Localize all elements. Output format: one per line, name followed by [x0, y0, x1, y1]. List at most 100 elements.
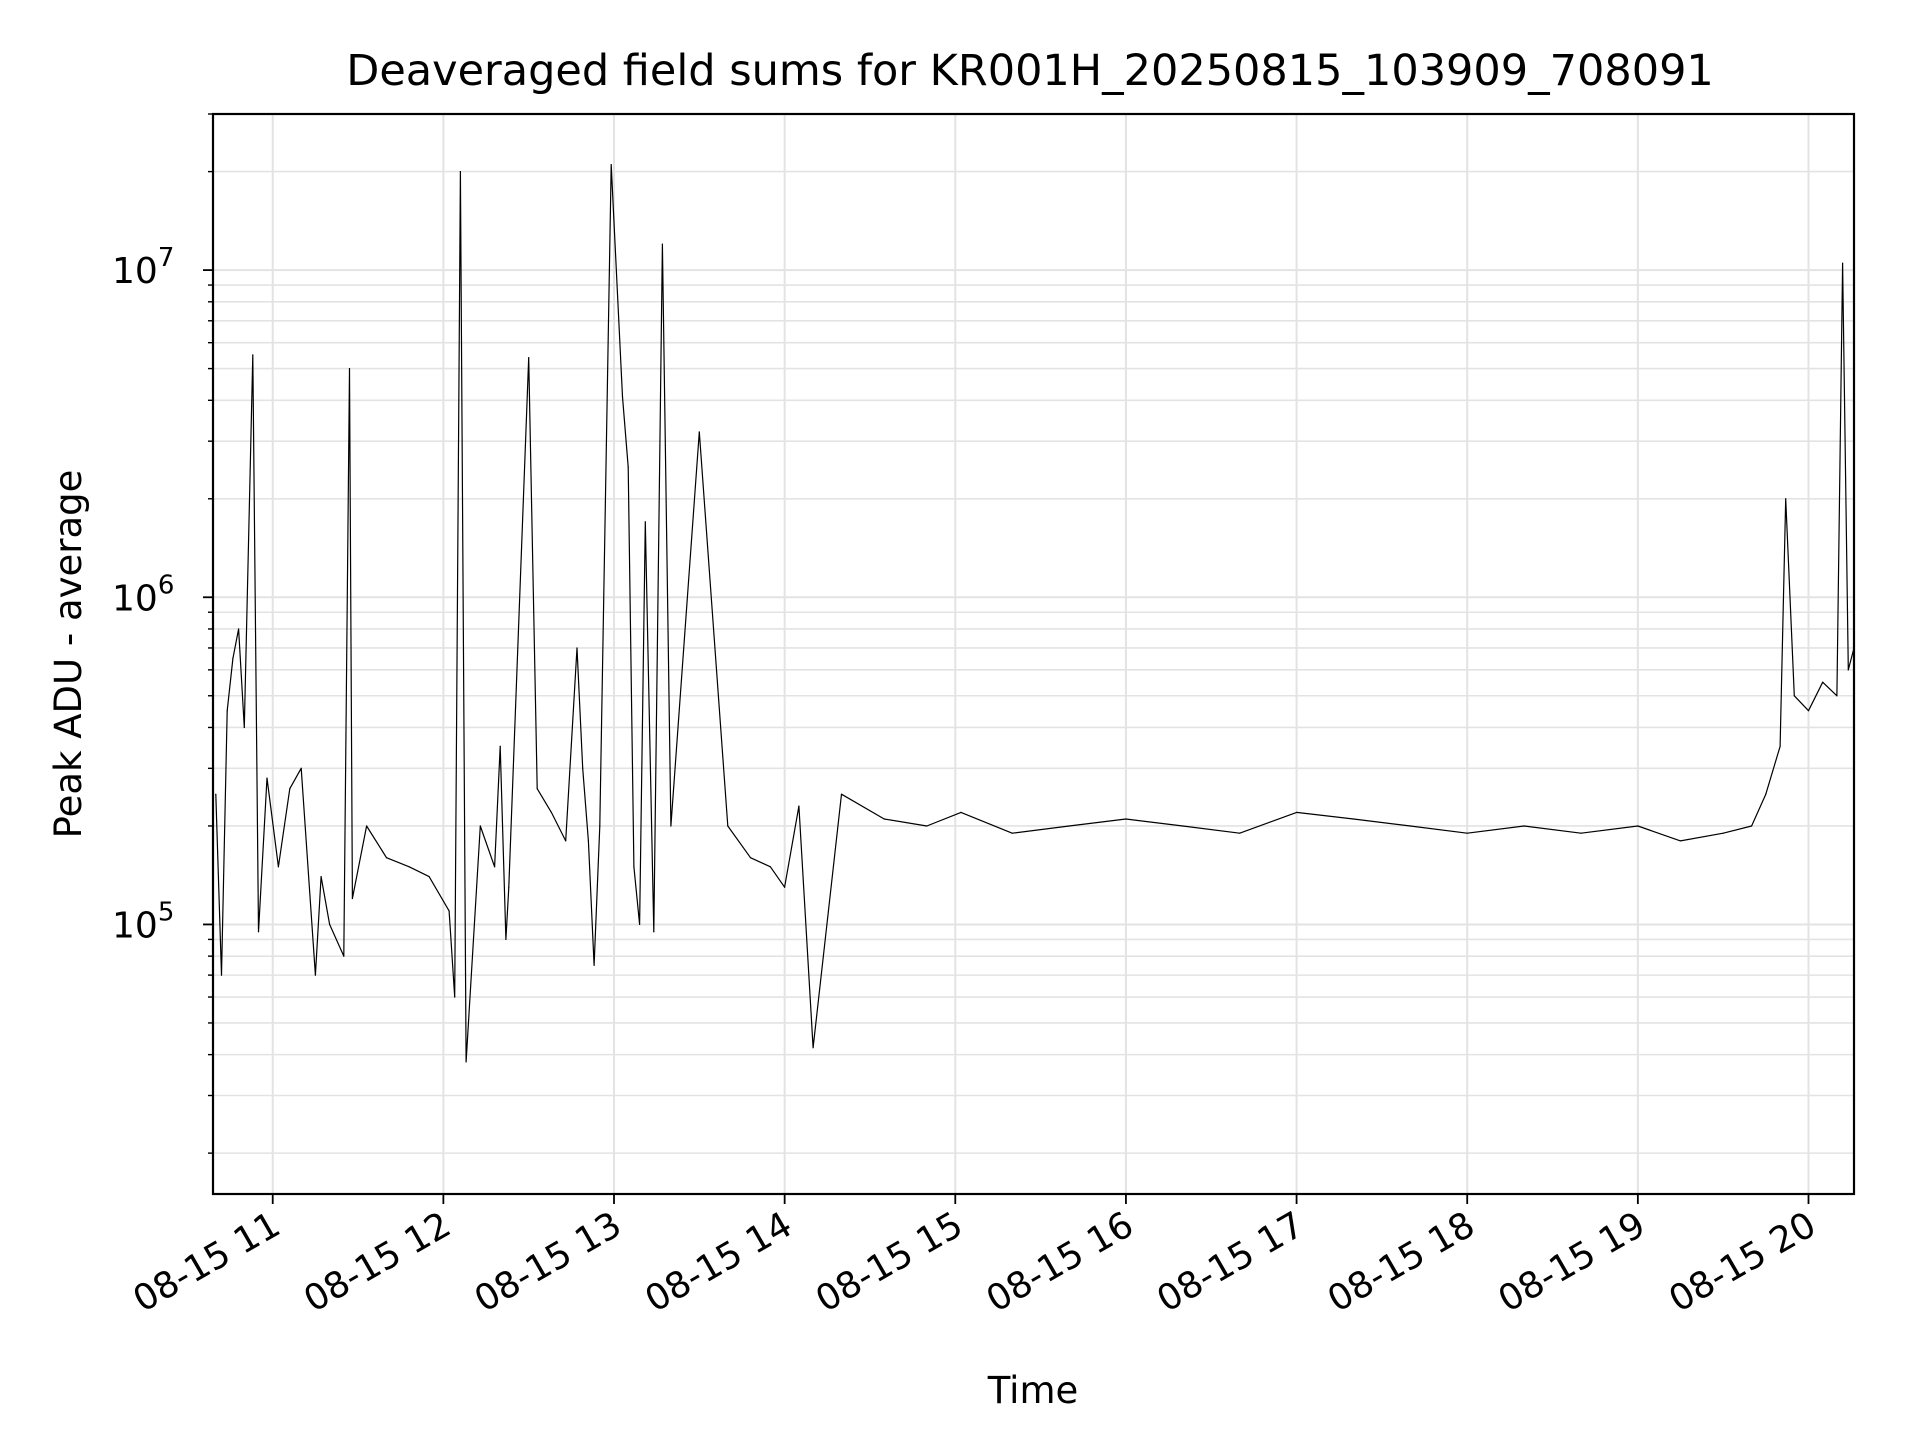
data-point [582, 767, 584, 769]
data-point [1842, 262, 1844, 264]
x-axis-label: Time [987, 1369, 1079, 1412]
data-point [226, 710, 228, 712]
data-point [1847, 669, 1849, 671]
data-point [1722, 832, 1724, 834]
data-point [587, 840, 590, 842]
data-point [454, 996, 456, 998]
data-point [798, 805, 800, 807]
data-point [257, 931, 260, 933]
data-point [550, 811, 553, 814]
data-point [266, 777, 268, 779]
y-tick-label-base: 10 [112, 905, 158, 946]
plot-frame [211, 112, 1856, 1196]
data-point [633, 866, 635, 868]
data-point [1466, 832, 1468, 834]
y-axis-label: Peak ADU - average [47, 470, 90, 839]
data-point [494, 866, 496, 868]
data-point [329, 923, 331, 926]
data-point [610, 164, 612, 166]
series-layer [215, 164, 1855, 1063]
data-point [528, 357, 530, 359]
data-point [593, 964, 595, 966]
data-point [343, 955, 345, 957]
data-point [960, 811, 962, 814]
data-point [661, 243, 664, 245]
data-point [698, 431, 700, 433]
data-point [300, 767, 302, 769]
chart-title: Deaveraged field sums for KR001H_2025081… [346, 46, 1714, 96]
data-point [926, 825, 928, 827]
data-point [883, 818, 885, 820]
data-point [653, 931, 655, 933]
data-point [1637, 825, 1639, 827]
data-point [366, 825, 368, 827]
data-point [238, 628, 240, 630]
data-point [1765, 793, 1767, 795]
data-point [243, 726, 245, 729]
data-point [1822, 681, 1824, 683]
y-tick-label-base: 10 [112, 251, 158, 292]
data-point [252, 354, 254, 356]
data-point [1068, 825, 1070, 827]
data-point [320, 876, 322, 878]
data-point [1239, 832, 1241, 834]
data-point [1523, 825, 1525, 827]
data-point [289, 788, 291, 790]
data-point [1751, 825, 1753, 827]
data-point [1807, 710, 1810, 712]
data-point [465, 1061, 467, 1063]
data-point [505, 938, 507, 941]
data-point [1182, 825, 1184, 827]
data-point [565, 840, 567, 842]
data-point [749, 857, 752, 859]
data-point [314, 974, 316, 976]
data-point [1836, 695, 1838, 697]
data-point [812, 1047, 814, 1049]
data-point [621, 396, 624, 398]
data-point [351, 897, 353, 900]
data-point [1352, 818, 1355, 820]
y-tick-label-exponent: 5 [158, 897, 175, 927]
data-point [576, 647, 578, 649]
data-point [1580, 832, 1582, 834]
data-point [639, 923, 641, 926]
data-point [769, 866, 772, 868]
y-tick-label: 105 [112, 897, 174, 946]
data-point [220, 974, 223, 976]
data-point [536, 788, 538, 790]
y-tick-label: 107 [112, 243, 174, 292]
data-point [644, 521, 646, 523]
data-point [385, 857, 388, 859]
data-point [1409, 825, 1411, 827]
data-point [1785, 498, 1787, 500]
data-point [599, 825, 601, 827]
data-point [508, 886, 510, 888]
data-point [840, 793, 843, 795]
y-tick-label-base: 10 [112, 578, 158, 619]
data-point [670, 825, 672, 827]
data-point [459, 171, 461, 173]
data-point [499, 745, 501, 748]
data-point [727, 825, 729, 827]
data-point [784, 886, 786, 888]
y-tick-label-exponent: 6 [158, 570, 175, 600]
data-point [1011, 832, 1013, 834]
data-point [408, 866, 410, 868]
data-point [215, 793, 217, 795]
data-point [627, 466, 629, 468]
grid [213, 113, 1854, 1194]
data-point [1779, 745, 1781, 748]
data-point [348, 368, 351, 370]
y-tick-label-exponent: 7 [158, 243, 175, 273]
data-point [277, 866, 279, 868]
data-point [232, 657, 234, 660]
data-point [1296, 811, 1298, 814]
data-point [1125, 818, 1127, 820]
data-point [1793, 695, 1795, 697]
data-point [448, 910, 450, 912]
data-point [1679, 840, 1682, 842]
y-tick-label: 106 [112, 570, 174, 619]
